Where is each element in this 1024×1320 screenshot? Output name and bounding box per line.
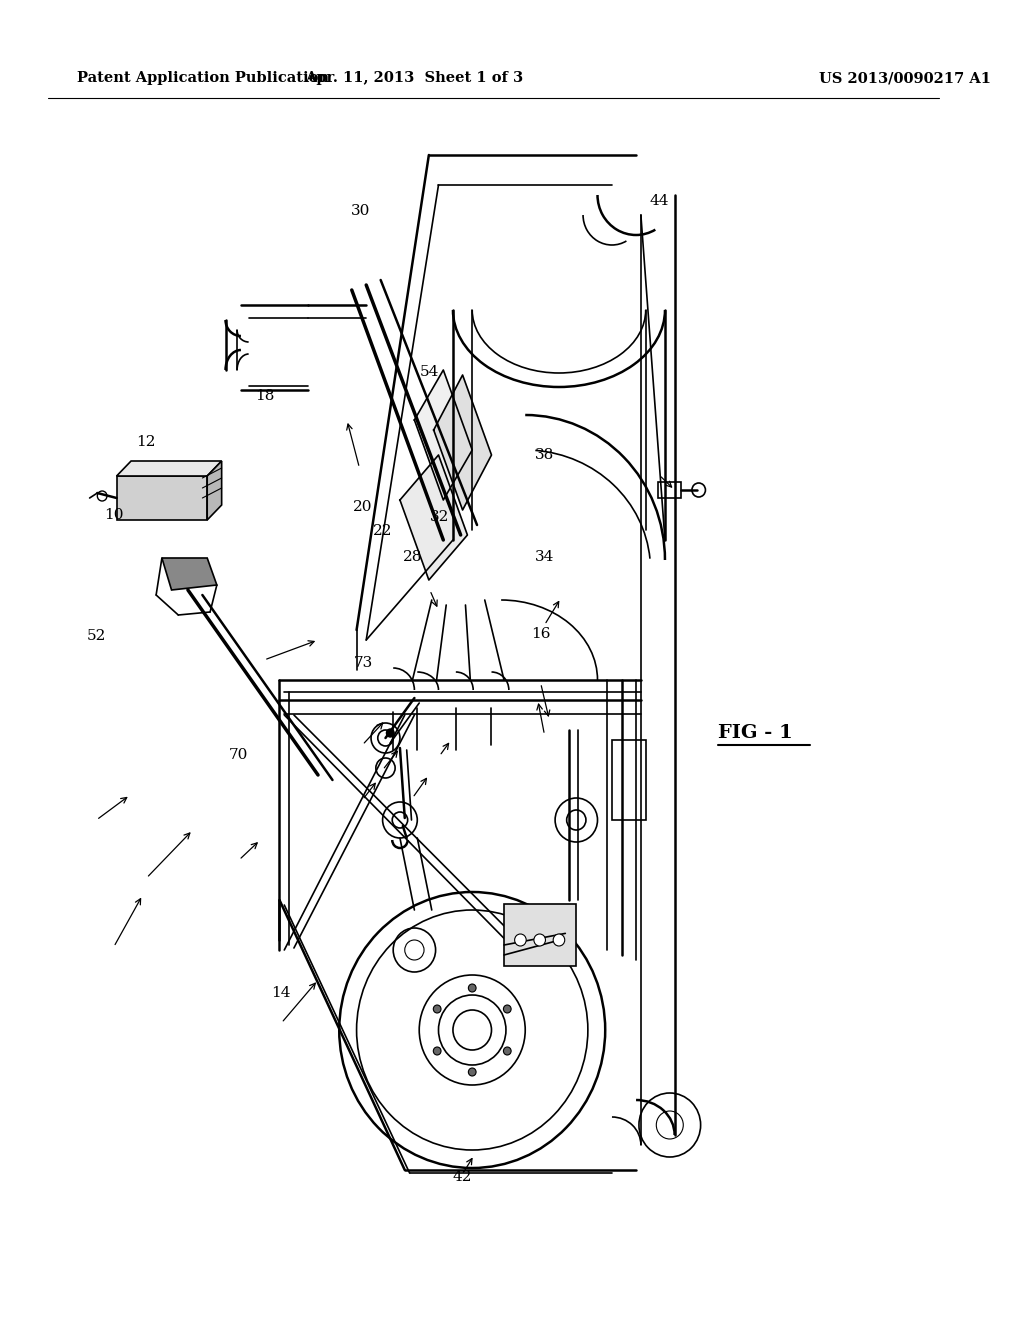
Polygon shape xyxy=(207,461,221,520)
Text: 34: 34 xyxy=(536,550,554,564)
FancyBboxPatch shape xyxy=(504,904,577,966)
Polygon shape xyxy=(117,461,221,477)
Text: 10: 10 xyxy=(103,508,123,521)
Text: 14: 14 xyxy=(271,986,291,999)
Circle shape xyxy=(468,1068,476,1076)
Text: 52: 52 xyxy=(87,630,106,643)
Text: US 2013/0090217 A1: US 2013/0090217 A1 xyxy=(819,71,991,84)
Text: 73: 73 xyxy=(353,656,373,669)
Circle shape xyxy=(534,935,546,946)
Polygon shape xyxy=(400,455,467,579)
Text: 20: 20 xyxy=(353,500,373,513)
Circle shape xyxy=(433,1047,441,1055)
Polygon shape xyxy=(434,375,492,510)
Text: 22: 22 xyxy=(373,524,392,537)
Text: 16: 16 xyxy=(531,627,551,640)
Text: 32: 32 xyxy=(429,511,449,524)
Text: 38: 38 xyxy=(536,449,554,462)
Text: 12: 12 xyxy=(136,436,156,449)
Text: 70: 70 xyxy=(229,748,249,762)
Text: FIG - 1: FIG - 1 xyxy=(719,723,794,742)
Text: 18: 18 xyxy=(255,389,274,403)
Circle shape xyxy=(553,935,565,946)
Polygon shape xyxy=(117,477,207,520)
Text: 42: 42 xyxy=(452,1171,472,1184)
Circle shape xyxy=(504,1047,511,1055)
Text: 30: 30 xyxy=(350,205,370,218)
Text: Apr. 11, 2013  Sheet 1 of 3: Apr. 11, 2013 Sheet 1 of 3 xyxy=(305,71,523,84)
Text: Patent Application Publication: Patent Application Publication xyxy=(77,71,329,84)
Polygon shape xyxy=(162,558,217,590)
Circle shape xyxy=(386,729,394,737)
Circle shape xyxy=(468,983,476,993)
FancyBboxPatch shape xyxy=(658,482,681,498)
Circle shape xyxy=(504,1005,511,1012)
Text: 44: 44 xyxy=(649,194,669,207)
Circle shape xyxy=(433,1005,441,1012)
Polygon shape xyxy=(415,370,472,500)
Text: 54: 54 xyxy=(420,366,439,379)
Circle shape xyxy=(515,935,526,946)
Text: 28: 28 xyxy=(402,550,422,564)
